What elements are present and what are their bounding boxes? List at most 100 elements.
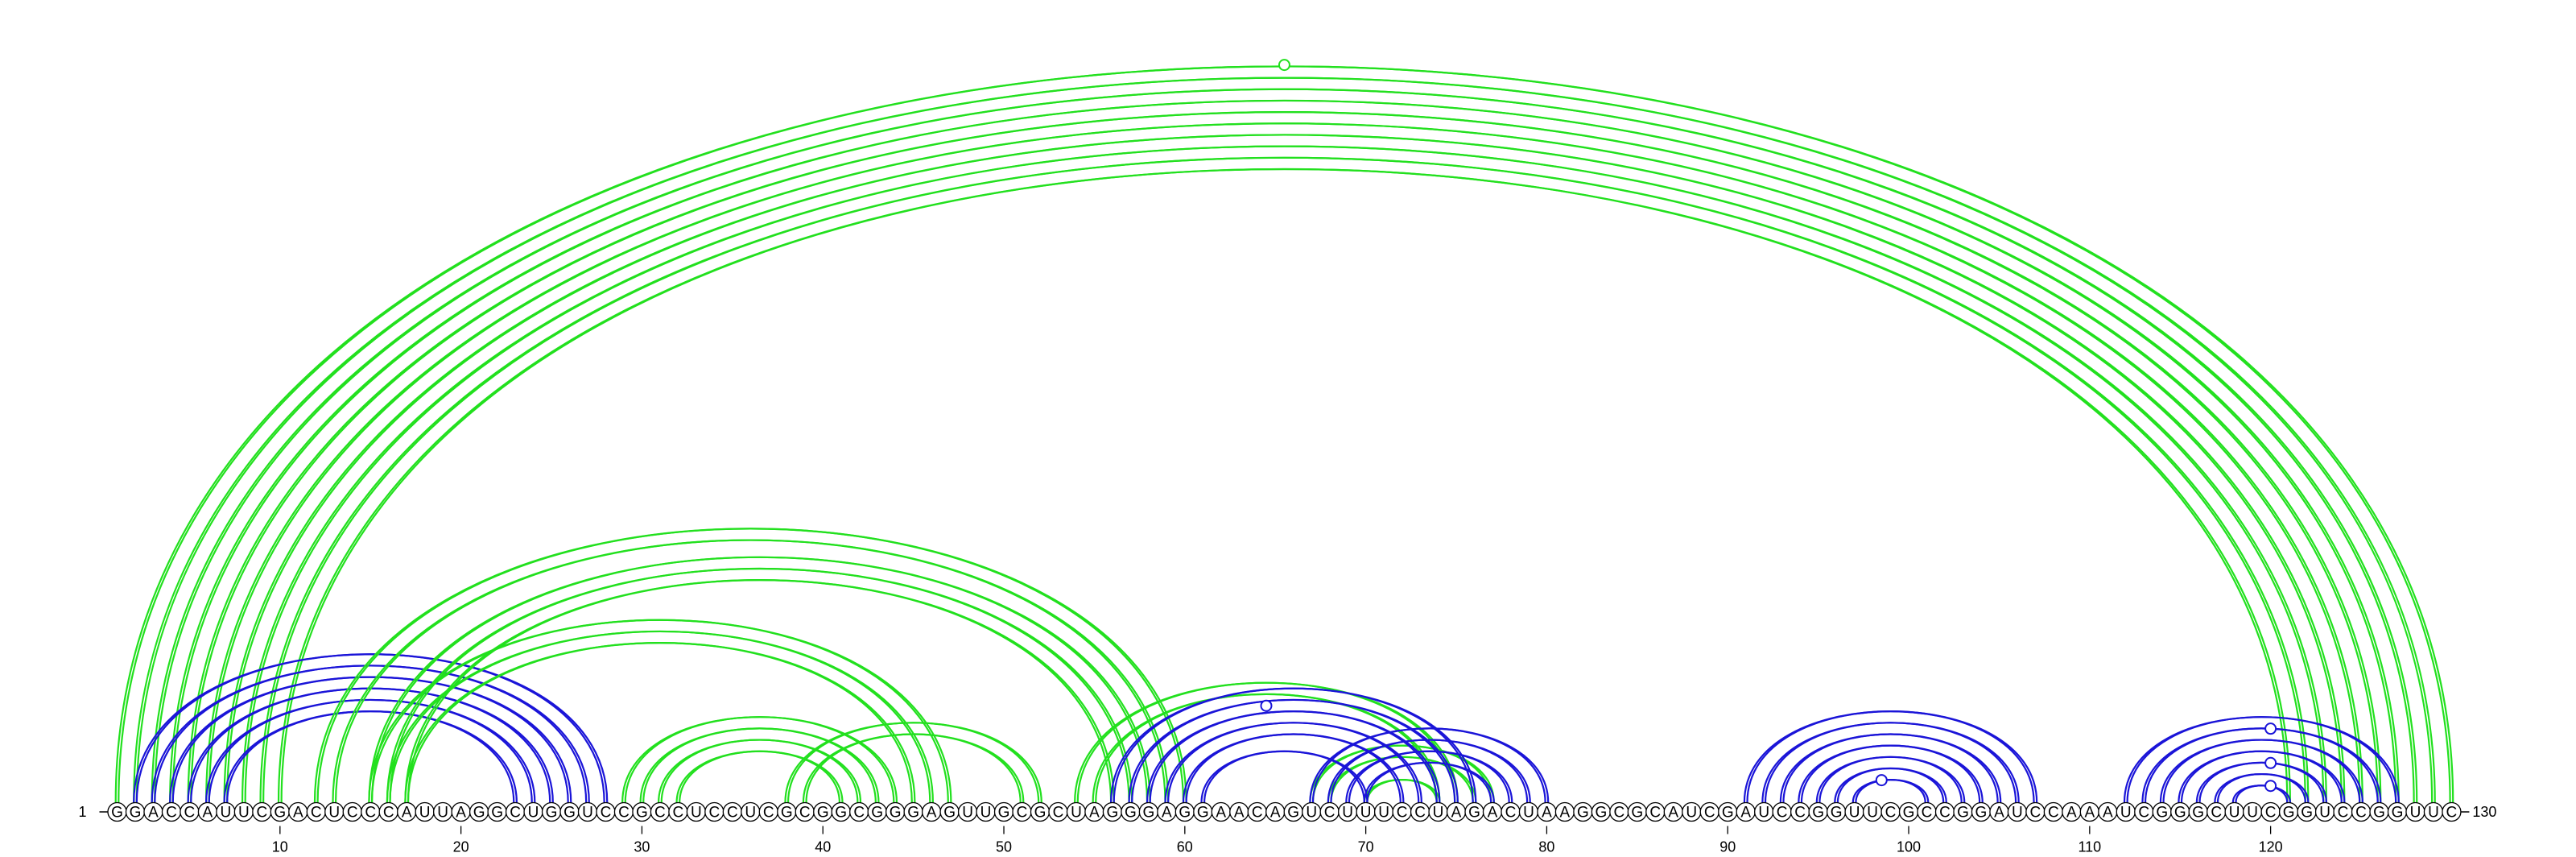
arc-strand	[226, 134, 2343, 803]
nucleotide: G	[993, 801, 1014, 822]
nucleotide: A	[143, 801, 163, 822]
base-pair-arc	[114, 65, 2454, 803]
arc-strand	[277, 168, 2291, 803]
nucleotide: G	[632, 801, 652, 822]
nucleotide: G	[270, 801, 290, 822]
tick-label: 80	[1538, 839, 1554, 855]
nucleotide: A	[1446, 801, 1467, 822]
nucleotide: G	[1718, 801, 1738, 822]
nucleotide: G	[1808, 801, 1828, 822]
nucleotide-letter: A	[1560, 805, 1571, 822]
nucleotide-letter: U	[437, 805, 448, 822]
nucleotide: U	[2423, 801, 2444, 822]
nucleotide-letter: C	[1252, 805, 1263, 822]
arc-strand	[2214, 773, 2310, 803]
nucleotide: G	[2188, 801, 2208, 822]
nucleotide: G	[903, 801, 923, 822]
nucleotide-letter: U	[419, 805, 431, 822]
nucleotide-letter: G	[473, 805, 485, 822]
nucleotide-letter: U	[1360, 805, 1372, 822]
nucleotide-letter: U	[691, 805, 702, 822]
nucleotide-letter: C	[601, 805, 612, 822]
nucleotide-letter: U	[980, 805, 992, 822]
arc-strand	[679, 750, 840, 803]
nucleotide: U	[1518, 801, 1539, 822]
base-pair-arc	[386, 567, 1133, 803]
nucleotide: C	[1319, 801, 1340, 822]
arcs-layer	[114, 65, 2454, 803]
nucleotide: C	[342, 801, 362, 822]
nucleotide-letter: A	[456, 805, 466, 822]
nucleotide-letter: G	[1595, 805, 1607, 822]
arc-apex-marker	[2264, 722, 2277, 735]
nucleotide: U	[216, 801, 236, 822]
nucleotide: C	[252, 801, 272, 822]
nucleotide: A	[1229, 801, 1249, 822]
nucleotide: U	[1302, 801, 1322, 822]
nucleotide: U	[2116, 801, 2136, 822]
nucleotide: A	[2079, 801, 2099, 822]
nucleotide-letter: G	[1107, 805, 1119, 822]
nucleotide-letter: U	[1867, 805, 1878, 822]
nucleotide: U	[1356, 801, 1376, 822]
base-pair-arc	[1852, 779, 1930, 803]
arc-apex-marker	[1875, 774, 1888, 787]
arc-strand	[2180, 750, 2343, 803]
nucleotide-letter: A	[293, 805, 303, 822]
nucleotide-letter: U	[962, 805, 973, 822]
arc-strand	[1095, 693, 1438, 803]
nucleotide-letter: G	[1197, 805, 1209, 822]
arc-strand	[1782, 733, 1999, 803]
nucleotide-letter: C	[383, 805, 394, 822]
nucleotide-letter: C	[2138, 805, 2149, 822]
nucleotide-letter: G	[1577, 805, 1589, 822]
nucleotide-letter: A	[1270, 805, 1281, 822]
nucleotide-letter: G	[491, 805, 503, 822]
arc-strand	[1746, 710, 2035, 803]
nucleotide-letter: C	[2048, 805, 2059, 822]
arc-strand	[389, 567, 1130, 803]
nucleotide: U	[324, 801, 345, 822]
nucleotide-letter: G	[1722, 805, 1734, 822]
arc-strand	[1330, 739, 1529, 803]
nucleotide-letter: U	[745, 805, 756, 822]
nucleotide-letter: C	[365, 805, 376, 822]
nucleotide: G	[1283, 801, 1303, 822]
nucleotide-letter: G	[2373, 805, 2385, 822]
nucleotide-letter: U	[2428, 805, 2439, 822]
nucleotide-letter: G	[564, 805, 576, 822]
arc-strand	[1798, 744, 1984, 803]
nucleotide: U	[1066, 801, 1087, 822]
nucleotide-letter: G	[943, 805, 956, 822]
arc-strand	[135, 77, 2434, 803]
base-pair-arc	[169, 676, 572, 803]
arc-strand	[660, 739, 859, 803]
arc-strand	[114, 65, 2454, 803]
arc-strand	[135, 653, 605, 803]
nucleotide-letter: A	[2084, 805, 2095, 822]
arc-strand	[370, 556, 1149, 803]
nucleotide: A	[1084, 801, 1104, 822]
arc-apex-marker	[1260, 699, 1273, 712]
arc-strand	[805, 733, 1022, 803]
nucleotide-letter: U	[582, 805, 593, 822]
nucleotide-letter: G	[636, 805, 648, 822]
arc-strand	[2216, 773, 2306, 803]
tick-label: 50	[996, 839, 1012, 855]
nucleotide: A	[288, 801, 308, 822]
nucleotide-letter: U	[1342, 805, 1353, 822]
tick-label: 30	[634, 839, 650, 855]
nucleotide: C	[361, 801, 381, 822]
base-pair-arc	[639, 727, 880, 803]
nucleotide: C	[1880, 801, 1901, 822]
nucleotide: G	[1464, 801, 1484, 822]
base-pair-arc	[133, 77, 2436, 803]
nucleotide: C	[1934, 801, 1955, 822]
nucleotide: G	[2369, 801, 2389, 822]
base-pair-arc	[1363, 761, 1495, 803]
nucleotide: G	[867, 801, 887, 822]
nucleotide: C	[2351, 801, 2372, 822]
nucleotide: A	[1537, 801, 1557, 822]
nucleotide: A	[1989, 801, 2009, 822]
